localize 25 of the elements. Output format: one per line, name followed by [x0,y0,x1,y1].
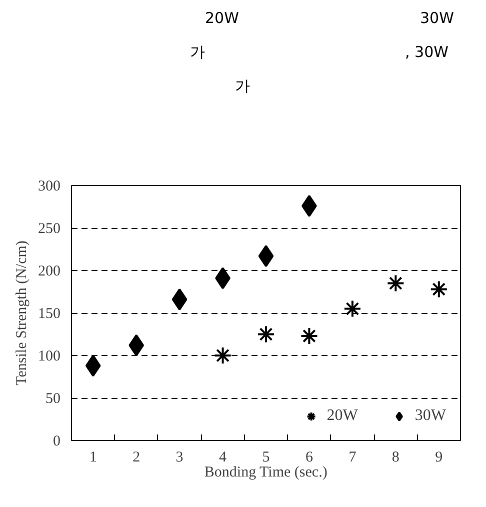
text: 가 [235,76,250,97]
x-tick-label: 7 [348,450,357,466]
text: 가 [190,42,205,63]
legend-label: 30W [414,407,446,425]
y-tick-label: 150 [38,306,60,322]
x-tick-label: 8 [392,450,400,466]
x-tick-label: 2 [132,450,140,466]
x-tick-label: 3 [176,450,184,466]
y-tick-label: 200 [38,264,60,280]
text: 20W [205,8,239,29]
text: 30W [420,8,454,29]
x-tick-label: 9 [435,450,443,466]
y-axis-title: Tensile Strength (N/cm) [14,240,30,386]
x-tick-label: 5 [262,450,270,466]
y-tick-label: 250 [38,221,60,237]
x-tick-label: 6 [305,450,314,466]
y-tick-label: 300 [38,178,60,194]
x-axis-title: Bonding Time (sec.) [204,464,328,480]
legend-label: 20W [326,407,358,425]
x-tick-label: 1 [89,450,97,466]
y-tick-label: 0 [53,434,60,450]
y-tick-label: 100 [38,348,60,364]
y-tick-label: 50 [46,391,60,407]
text: , 30W [405,42,448,63]
x-tick-label: 4 [219,450,228,466]
